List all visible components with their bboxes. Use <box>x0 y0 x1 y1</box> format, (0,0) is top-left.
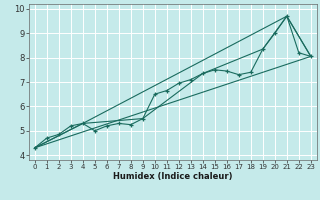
X-axis label: Humidex (Indice chaleur): Humidex (Indice chaleur) <box>113 172 233 181</box>
